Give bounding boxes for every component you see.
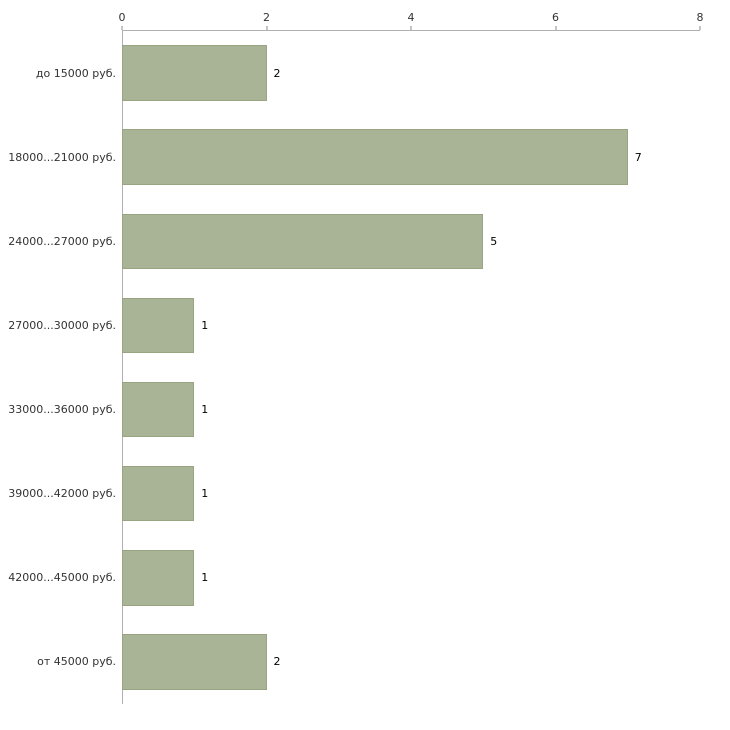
bar-track: 2 xyxy=(122,620,700,704)
x-tick-mark xyxy=(699,26,701,30)
x-axis-line xyxy=(122,30,700,31)
x-axis-ticks: 0 2 4 6 8 xyxy=(118,0,704,30)
bar-track: 1 xyxy=(122,283,700,367)
x-tick-mark xyxy=(555,26,556,30)
bar-value-label: 2 xyxy=(273,66,281,80)
bar-value-label: 1 xyxy=(201,571,209,585)
x-tick-label: 4 xyxy=(407,11,415,24)
category-label: от 45000 руб. xyxy=(37,655,116,669)
bar-value-label: 5 xyxy=(490,234,498,248)
x-tick-label: 0 xyxy=(118,11,126,24)
bar-value-label: 1 xyxy=(201,487,209,501)
category-label: 18000...21000 руб. xyxy=(8,150,116,164)
category-label: 24000...27000 руб. xyxy=(8,234,116,248)
bar-track: 1 xyxy=(122,368,700,452)
bar-row: от 45000 руб. 2 xyxy=(0,620,700,704)
bar-row: 18000...21000 руб. 7 xyxy=(0,115,700,199)
bar-value-label: 2 xyxy=(273,655,281,669)
x-tick-mark xyxy=(121,26,123,30)
bar-track: 1 xyxy=(122,452,700,536)
x-tick-label: 6 xyxy=(552,11,559,24)
category-label: 39000...42000 руб. xyxy=(8,487,116,501)
bar-track: 2 xyxy=(122,31,700,115)
bar xyxy=(122,634,267,690)
bar-row: 42000...45000 руб. 1 xyxy=(0,536,700,620)
bar xyxy=(122,45,267,101)
bar-value-label: 7 xyxy=(634,150,642,164)
bar-value-label: 1 xyxy=(201,403,209,417)
category-label: 27000...30000 руб. xyxy=(8,318,116,332)
bar-row: 39000...42000 руб. 1 xyxy=(0,452,700,536)
x-tick-label: 2 xyxy=(263,11,270,24)
bar xyxy=(122,297,195,354)
category-label: до 15000 руб. xyxy=(35,66,116,80)
bar xyxy=(122,381,195,438)
bar-row: 24000...27000 руб. 5 xyxy=(0,199,700,283)
x-tick-label: 8 xyxy=(696,11,704,24)
bar xyxy=(122,213,484,270)
bar xyxy=(122,465,195,522)
bar-row: 33000...36000 руб. 1 xyxy=(0,368,700,452)
bar xyxy=(122,129,628,185)
bar-value-label: 1 xyxy=(201,318,209,332)
bar-rows: до 15000 руб. 2 18000...21000 руб. 7 24000..… xyxy=(0,31,700,704)
bar-track: 1 xyxy=(122,536,700,620)
bar-track: 7 xyxy=(122,115,700,199)
bar-row: до 15000 руб. 2 xyxy=(0,31,700,115)
x-tick-mark xyxy=(266,26,267,30)
y-axis-line xyxy=(122,30,123,704)
bar xyxy=(122,550,195,606)
category-label: 33000...36000 руб. xyxy=(8,403,116,417)
bar-track: 5 xyxy=(122,199,700,283)
x-tick-mark xyxy=(410,26,412,30)
category-label: 42000...45000 руб. xyxy=(8,571,116,585)
bar-row: 27000...30000 руб. 1 xyxy=(0,283,700,367)
